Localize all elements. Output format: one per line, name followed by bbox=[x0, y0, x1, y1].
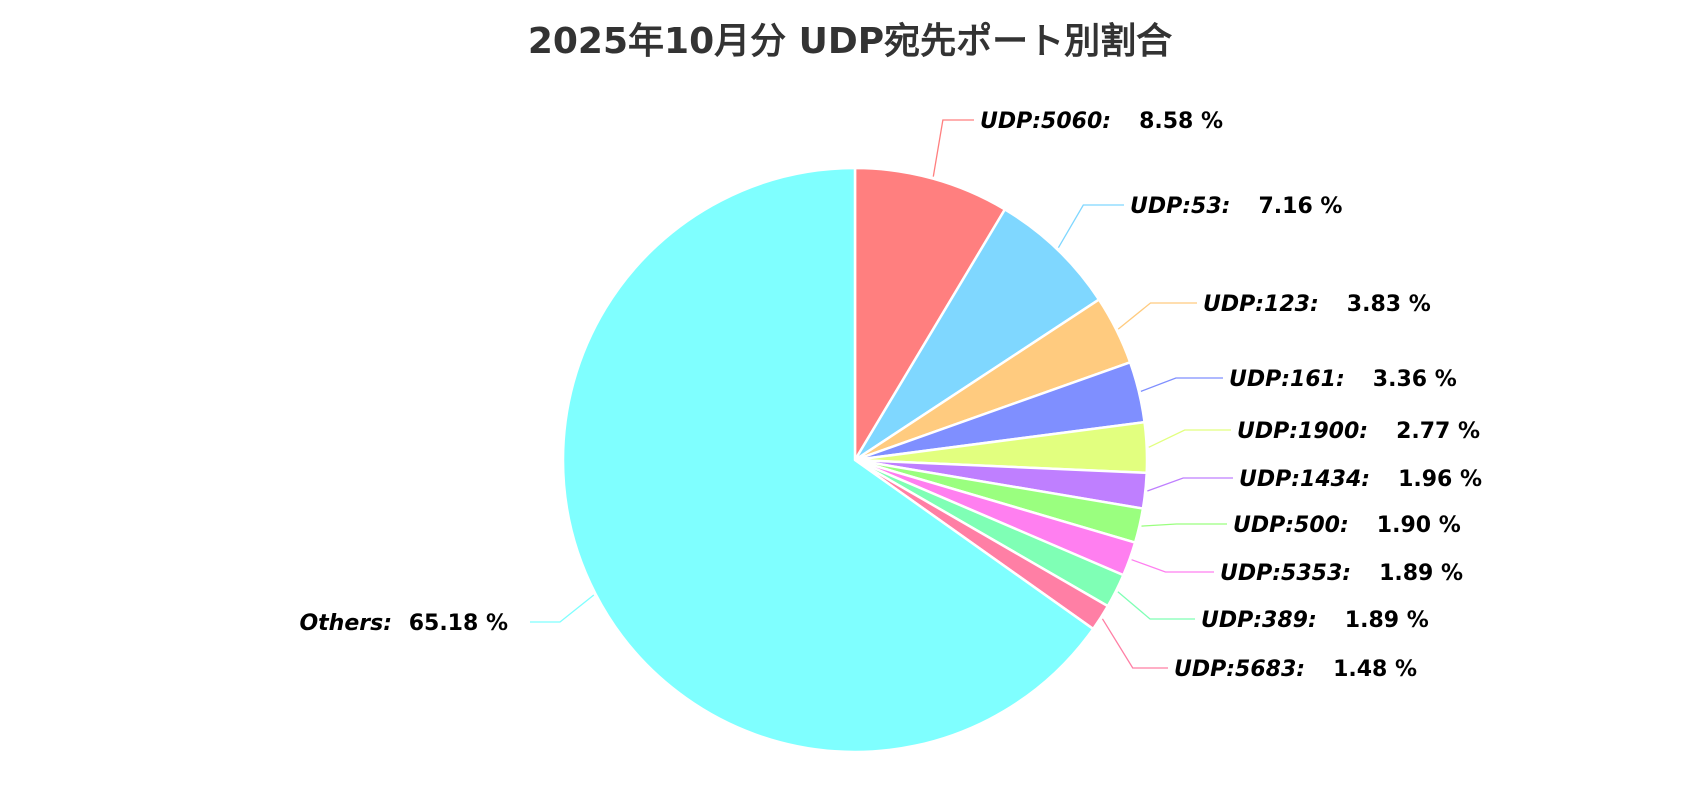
slice-label-name: UDP:389: bbox=[1201, 608, 1317, 633]
leader-lines bbox=[530, 119, 1233, 669]
slice-label-name: UDP:5060: bbox=[980, 109, 1111, 134]
pie-slice-udp-5060 bbox=[853, 166, 1007, 462]
slice-label-value: 1.89 % bbox=[1345, 608, 1429, 633]
slice-labels: UDP:5060: 8.58 % UDP:53: 7.16 % UDP:123: 3.83… bbox=[299, 109, 1482, 682]
leader-line-udp-5060 bbox=[932, 119, 974, 177]
leader-line-others bbox=[530, 594, 595, 623]
slice-label-value: 8.58 % bbox=[1139, 109, 1223, 134]
slice-label-name: UDP:123: bbox=[1203, 292, 1319, 317]
chart-title: 2025年10月分 UDP宛先ポート別割合 bbox=[527, 21, 1173, 62]
slice-label-value: 1.48 % bbox=[1333, 657, 1417, 682]
pie-slice-udp-53 bbox=[853, 208, 1101, 462]
slice-label-name: Others: bbox=[299, 611, 392, 636]
slice-label-name: UDP:500: bbox=[1233, 513, 1349, 538]
slice-label-name: UDP:5353: bbox=[1220, 561, 1351, 586]
slice-label-value: 1.90 % bbox=[1377, 513, 1461, 538]
leader-line-udp-1434 bbox=[1147, 477, 1233, 492]
leader-line-udp-500 bbox=[1141, 523, 1227, 527]
slice-label-name: UDP:1434: bbox=[1239, 467, 1370, 492]
leader-line-udp-123 bbox=[1117, 302, 1197, 330]
slice-label-name: UDP:5683: bbox=[1174, 657, 1305, 682]
slice-label-value: 1.89 % bbox=[1379, 561, 1463, 586]
leader-line-udp-1900 bbox=[1148, 429, 1231, 448]
slice-label-name: UDP:53: bbox=[1130, 194, 1230, 219]
slice-label-value: 3.36 % bbox=[1373, 367, 1457, 392]
leader-line-udp-53 bbox=[1057, 204, 1124, 249]
pie-slice-others bbox=[561, 166, 1095, 754]
slice-label-name: UDP:1900: bbox=[1237, 419, 1368, 444]
slice-label-value: 7.16 % bbox=[1258, 194, 1342, 219]
slice-label-name: UDP:161: bbox=[1229, 367, 1345, 392]
slice-label-value: 2.77 % bbox=[1396, 419, 1480, 444]
pie-slices bbox=[561, 166, 1149, 754]
leader-line-udp-389 bbox=[1117, 591, 1195, 620]
slice-label-value: 1.96 % bbox=[1398, 467, 1482, 492]
leader-line-udp-161 bbox=[1140, 377, 1223, 392]
slice-label-value: 3.83 % bbox=[1347, 292, 1431, 317]
slice-label-value: 65.18 % bbox=[409, 611, 508, 636]
leader-line-udp-5683 bbox=[1101, 618, 1168, 669]
leader-line-udp-5353 bbox=[1131, 559, 1214, 573]
